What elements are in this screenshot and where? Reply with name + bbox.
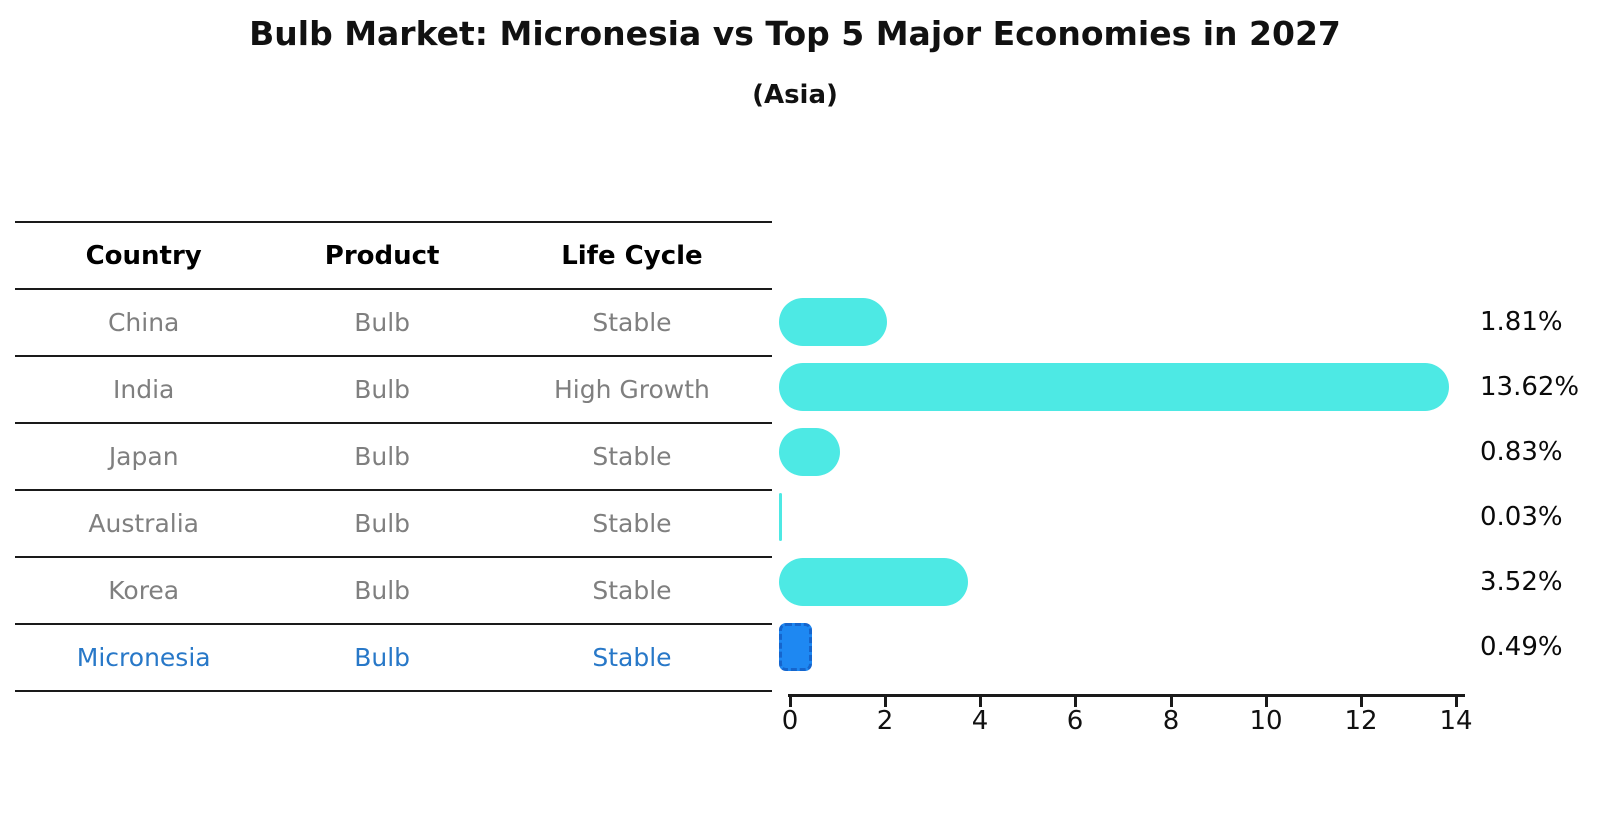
- table-row-australia: Australia Bulb Stable: [15, 491, 772, 558]
- x-tick-mark: [1455, 697, 1458, 707]
- x-tick-label-4: 4: [971, 706, 989, 736]
- table-row-china: China Bulb Stable: [15, 290, 772, 357]
- bar-micronesia: [779, 623, 813, 671]
- cell-country: India: [113, 375, 175, 404]
- x-tick-label-10: 10: [1249, 706, 1283, 736]
- cell-life-cycle: Stable: [592, 442, 672, 471]
- x-tick-label-12: 12: [1344, 706, 1378, 736]
- x-tick-label-0: 0: [781, 706, 799, 736]
- value-label-korea: 3.52%: [1480, 567, 1563, 597]
- table-row-japan: Japan Bulb Stable: [15, 424, 772, 491]
- bar-row-korea: [779, 558, 1479, 606]
- cell-product: Bulb: [354, 308, 411, 337]
- bar-row-australia: [779, 493, 1479, 541]
- x-tick-label-14: 14: [1439, 706, 1473, 736]
- cell-product: Bulb: [354, 375, 411, 404]
- bar-row-japan: [779, 428, 1479, 476]
- value-label-china: 1.81%: [1480, 307, 1563, 337]
- table-header-row: Country Product Life Cycle: [15, 223, 772, 290]
- cell-country: Micronesia: [76, 643, 211, 672]
- x-tick-mark: [1170, 697, 1173, 707]
- cell-product: Bulb: [354, 576, 411, 605]
- chart-subtitle: (Asia): [752, 80, 838, 110]
- value-label-australia: 0.03%: [1480, 502, 1563, 532]
- cell-life-cycle: Stable: [592, 643, 672, 672]
- cell-product: Bulb: [354, 442, 411, 471]
- bar-japan: [779, 428, 841, 476]
- cell-country: Japan: [108, 442, 179, 471]
- x-tick-label-2: 2: [876, 706, 894, 736]
- cell-country: Australia: [88, 509, 199, 538]
- x-tick-mark: [789, 697, 792, 707]
- bar-row-china: [779, 298, 1479, 346]
- bar-india: [779, 363, 1449, 411]
- cell-product: Bulb: [354, 643, 411, 672]
- country-table: Country Product Life Cycle China Bulb St…: [15, 221, 772, 692]
- bar-china: [779, 298, 888, 346]
- cell-life-cycle: Stable: [592, 576, 672, 605]
- column-header-product: Product: [324, 240, 440, 271]
- bar-row-micronesia: [779, 623, 1479, 671]
- x-tick-label-6: 6: [1066, 706, 1084, 736]
- value-label-india: 13.62%: [1480, 372, 1580, 402]
- table-row-india: India Bulb High Growth: [15, 357, 772, 424]
- bar-australia: [779, 493, 782, 541]
- x-tick-mark: [1265, 697, 1268, 707]
- table-row-micronesia: Micronesia Bulb Stable: [15, 625, 772, 692]
- x-axis-line: [788, 694, 1465, 697]
- cell-product: Bulb: [354, 509, 411, 538]
- cell-life-cycle: Stable: [592, 308, 672, 337]
- cell-country: Korea: [108, 576, 180, 605]
- cell-life-cycle: Stable: [592, 509, 672, 538]
- x-tick-mark: [1360, 697, 1363, 707]
- x-tick-mark: [1074, 697, 1077, 707]
- table-row-korea: Korea Bulb Stable: [15, 558, 772, 625]
- bar-korea: [779, 558, 969, 606]
- cell-life-cycle: High Growth: [553, 375, 710, 404]
- value-label-micronesia: 0.49%: [1480, 632, 1563, 662]
- x-tick-label-8: 8: [1162, 706, 1180, 736]
- chart-title: Bulb Market: Micronesia vs Top 5 Major E…: [249, 14, 1341, 53]
- x-tick-mark: [979, 697, 982, 707]
- column-header-country: Country: [85, 240, 202, 271]
- column-header-life-cycle: Life Cycle: [561, 240, 703, 271]
- x-tick-mark: [884, 697, 887, 707]
- value-label-japan: 0.83%: [1480, 437, 1563, 467]
- bar-row-india: [779, 363, 1479, 411]
- cell-country: China: [107, 308, 180, 337]
